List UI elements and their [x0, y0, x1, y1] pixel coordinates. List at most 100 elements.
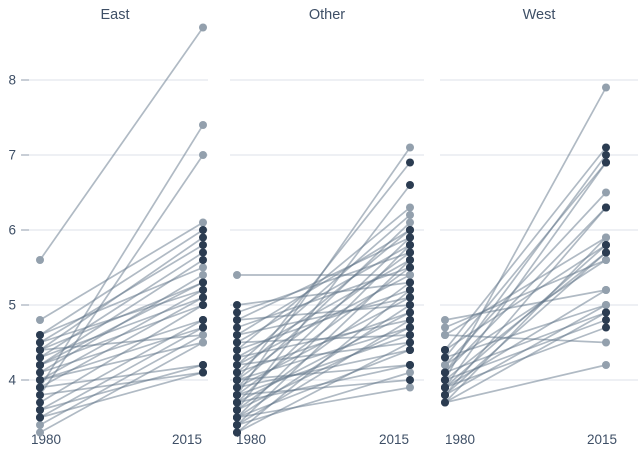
slope-line: [39, 371, 204, 396]
y-tick-label: 8: [8, 73, 16, 88]
data-point: [406, 331, 414, 339]
x-label-2015: 2015: [172, 432, 202, 447]
y-tick-label: 5: [8, 298, 16, 313]
data-point: [441, 376, 449, 384]
data-point: [406, 233, 414, 242]
slope-line: [236, 161, 411, 381]
slope-line: [39, 304, 204, 366]
data-point: [602, 248, 610, 257]
data-point: [441, 323, 449, 332]
x-label-2015: 2015: [587, 432, 617, 447]
slope-line: [444, 244, 607, 351]
data-point: [406, 158, 414, 167]
data-point: [36, 346, 44, 354]
data-point: [441, 331, 449, 339]
data-point: [199, 368, 207, 377]
slope-line: [39, 244, 204, 344]
slope-line: [39, 341, 204, 381]
data-point: [406, 226, 414, 234]
data-point: [233, 338, 241, 347]
data-point: [233, 301, 241, 309]
slope-line: [39, 251, 204, 359]
data-point: [233, 406, 241, 414]
data-point: [36, 331, 44, 339]
data-point: [406, 211, 414, 219]
data-point: [36, 421, 44, 429]
slope-line: [236, 364, 411, 381]
data-point: [602, 241, 610, 249]
slope-line: [39, 221, 204, 321]
data-point: [233, 316, 241, 324]
slope-line: [39, 371, 204, 419]
data-point: [441, 361, 449, 369]
data-point: [36, 391, 44, 399]
data-point: [602, 143, 610, 152]
slope-line: [444, 364, 607, 404]
data-point: [406, 143, 414, 152]
slope-line: [39, 266, 204, 336]
slope-line: [444, 259, 607, 329]
data-point: [602, 151, 610, 159]
data-point: [602, 158, 610, 167]
slope-line: [444, 334, 607, 344]
data-point: [233, 383, 241, 392]
slope-line: [444, 251, 607, 381]
slope-line: [444, 206, 607, 374]
data-point: [199, 271, 207, 279]
slope-line: [39, 27, 204, 261]
data-point: [406, 218, 414, 227]
slope-line: [444, 236, 607, 336]
data-point: [602, 338, 610, 347]
data-point: [233, 323, 241, 332]
data-point: [233, 421, 241, 429]
facet-title: Other: [309, 7, 345, 23]
data-point: [406, 316, 414, 324]
slope-line: [444, 161, 607, 359]
slope-line: [444, 259, 607, 366]
slope-line: [444, 236, 607, 404]
slope-line: [236, 311, 411, 374]
data-point: [233, 331, 241, 339]
data-point: [602, 203, 610, 212]
data-point: [441, 383, 449, 392]
data-point: [406, 301, 414, 309]
x-label-1980: 1980: [31, 432, 61, 447]
data-point: [199, 323, 207, 332]
slope-line: [236, 229, 411, 374]
data-point: [406, 248, 414, 257]
data-point: [233, 413, 241, 422]
data-point: [406, 361, 414, 369]
data-point: [36, 383, 44, 392]
slope-line: [236, 364, 411, 404]
slope-line: [39, 289, 204, 344]
data-point: [602, 316, 610, 324]
data-point: [233, 376, 241, 384]
slope-line: [39, 364, 204, 389]
data-point: [36, 398, 44, 407]
facet-title: West: [523, 7, 556, 23]
slope-line: [39, 319, 204, 374]
data-point: [406, 203, 414, 212]
slope-line: [444, 289, 607, 321]
data-point: [406, 293, 414, 302]
slope-line: [236, 296, 411, 336]
slope-line: [39, 229, 204, 336]
data-point: [36, 368, 44, 377]
data-point: [602, 83, 610, 92]
y-tick-label: 6: [8, 223, 16, 238]
slope-line: [444, 87, 607, 381]
y-tick-label: 7: [8, 148, 16, 163]
slope-line: [444, 311, 607, 374]
data-point: [36, 316, 44, 324]
data-point: [199, 241, 207, 249]
data-point: [602, 308, 610, 317]
slope-line: [236, 379, 411, 396]
slope-line: [236, 251, 411, 314]
data-point: [199, 23, 207, 32]
data-point: [406, 308, 414, 317]
data-point: [233, 398, 241, 407]
data-point: [441, 346, 449, 354]
data-point: [233, 353, 241, 362]
data-point: [199, 256, 207, 264]
